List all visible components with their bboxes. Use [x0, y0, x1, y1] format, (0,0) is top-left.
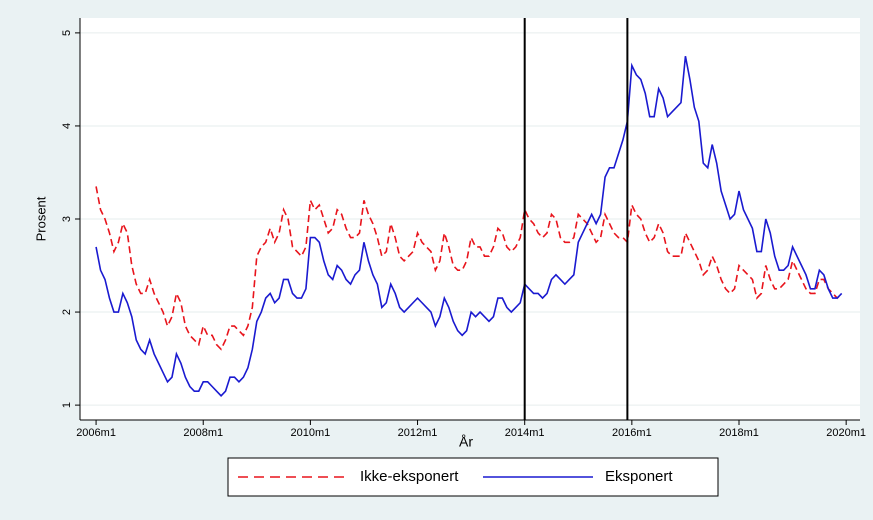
- legend-label: Ikke-eksponert: [360, 468, 459, 485]
- x-tick-label: 2016m1: [612, 427, 652, 439]
- series-line: [95, 186, 843, 351]
- legend-label: Eksponert: [605, 468, 673, 485]
- y-axis-title: Prosent: [33, 196, 48, 241]
- y-tick-label: 5: [61, 30, 73, 36]
- x-tick-label: 2010m1: [291, 427, 331, 439]
- x-tick-label: 2018m1: [719, 427, 759, 439]
- y-tick-label: 2: [61, 309, 73, 315]
- y-tick-label: 3: [61, 216, 73, 222]
- x-tick-label: 2006m1: [76, 427, 116, 439]
- y-tick-label: 1: [61, 402, 73, 408]
- x-axis-title: År: [459, 434, 473, 450]
- series-line: [95, 56, 843, 397]
- x-tick-label: 2014m1: [505, 427, 545, 439]
- x-tick-label: 2012m1: [398, 427, 438, 439]
- x-tick-label: 2020m1: [826, 427, 866, 439]
- x-tick-label: 2008m1: [183, 427, 223, 439]
- y-tick-label: 4: [61, 123, 73, 129]
